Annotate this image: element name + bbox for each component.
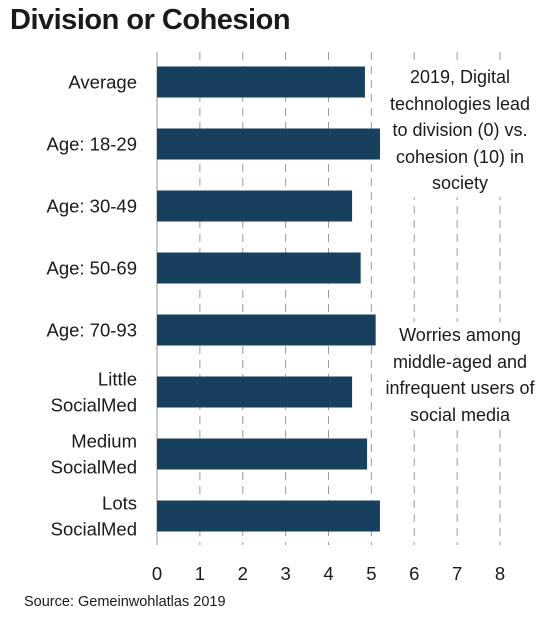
category-label: Age: 30-49 xyxy=(46,196,137,217)
annotation-definition: 2019, Digital technologies lead to divis… xyxy=(380,64,540,197)
category-label: Average xyxy=(68,72,137,93)
x-tick-label: 8 xyxy=(495,563,505,584)
category-label: Lots SocialMed xyxy=(51,493,137,540)
category-label: Little SocialMed xyxy=(51,369,137,416)
bar-little-socialmed xyxy=(157,376,353,408)
bar-age-30-49 xyxy=(157,190,353,222)
chart-title: Division or Cohesion xyxy=(10,4,291,36)
source-note: Source: Gemeinwohlatlas 2019 xyxy=(24,594,226,610)
bar-age-50-69 xyxy=(157,252,361,284)
bars xyxy=(157,66,383,532)
category-label: Age: 70-93 xyxy=(46,320,137,341)
x-tick-label: 2 xyxy=(238,563,248,584)
category-label: Age: 50-69 xyxy=(46,258,137,279)
category-labels: Average Age: 18-29 Age: 30-49 Age: 50-69 Age… xyxy=(46,72,137,540)
x-tick-label: 6 xyxy=(409,563,419,584)
x-tick-label: 4 xyxy=(323,563,333,584)
x-tick-label: 0 xyxy=(152,563,162,584)
x-tick-label: 3 xyxy=(280,563,290,584)
category-label: Medium SocialMed xyxy=(51,431,137,478)
x-tick-label: 1 xyxy=(195,563,205,584)
bar-average xyxy=(157,66,365,98)
x-tick-label: 7 xyxy=(452,563,462,584)
annotation-finding: Worries among middle-aged and infrequent… xyxy=(380,322,540,428)
x-tick-labels: 0 1 2 3 4 5 6 7 8 xyxy=(152,563,505,584)
x-tick-label: 5 xyxy=(366,563,376,584)
bar-age-70-93 xyxy=(157,314,376,346)
bar-medium-socialmed xyxy=(157,438,368,470)
category-label: Age: 18-29 xyxy=(46,134,137,155)
bar-age-18-29 xyxy=(157,128,383,160)
bar-lots-socialmed xyxy=(157,500,380,532)
